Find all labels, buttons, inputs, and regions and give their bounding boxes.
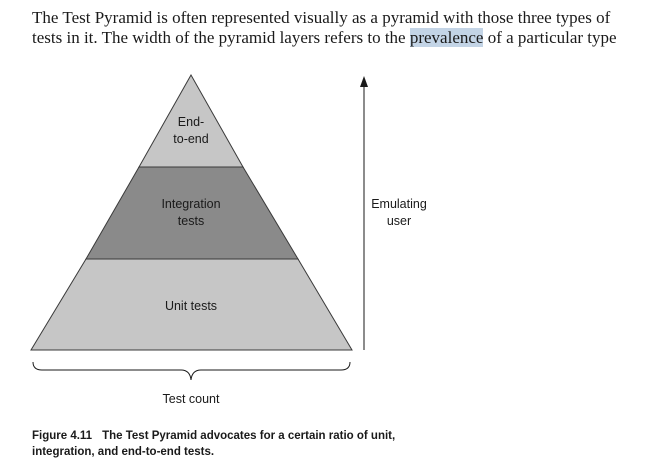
arrow-label-2: user (387, 214, 411, 228)
caption-label: Figure 4.11 (32, 430, 93, 442)
caption-line-1: The Test Pyramid advocates for a certain… (102, 430, 396, 442)
caption-line-2: integration, and end-to-end tests. (32, 446, 215, 458)
paragraph-line-1: The Test Pyramid is often represented vi… (32, 8, 611, 27)
test-count-label: Test count (163, 392, 221, 406)
layer-label-unit: Unit tests (165, 299, 217, 313)
figure-caption: Figure 4.11 The Test Pyramid advocates fo… (32, 428, 395, 460)
pyramid-layer-integration (85, 166, 299, 260)
pyramid-layer-unit (30, 258, 353, 351)
layer-label-end-to-end-1: End- (178, 115, 204, 129)
highlighted-word[interactable]: prevalence (409, 28, 484, 47)
paragraph-line-2-end: of a particular type (483, 28, 617, 47)
layer-label-end-to-end-2: to-end (173, 132, 208, 146)
paragraph-line-2: tests in it. The width of the pyramid la… (32, 28, 617, 48)
test-pyramid-figure: End- to-end Integration tests Unit tests… (30, 73, 427, 406)
test-count-brace (32, 361, 351, 381)
arrow-label-1: Emulating (371, 197, 427, 211)
layer-label-integration-1: Integration (161, 197, 220, 211)
layer-label-integration-2: tests (178, 214, 204, 228)
paragraph-line-2-start: tests in it. The width of the pyramid la… (32, 28, 410, 47)
arrow-head-icon (360, 76, 368, 87)
